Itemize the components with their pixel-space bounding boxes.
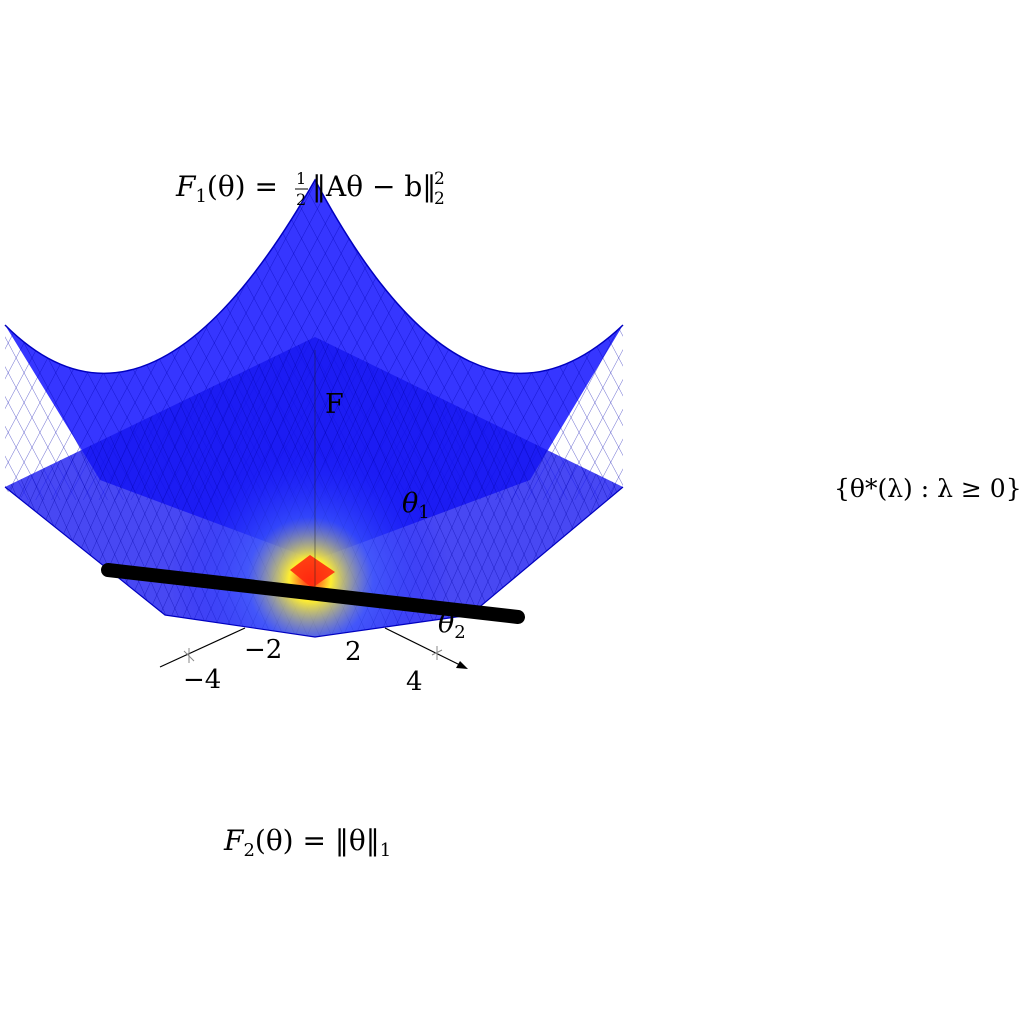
tick-label-neg2: −2 [244, 635, 282, 665]
tick-label-4: 4 [406, 667, 423, 697]
f1-formula: F1(θ) = [175, 170, 278, 207]
tick-label-2: 2 [345, 637, 362, 667]
tick-label-neg4: −4 [183, 665, 221, 695]
f1-formula-sub: 2 [434, 189, 445, 209]
vertical-axis-label: F [325, 389, 344, 420]
f2-formula: F2(θ) = ‖θ‖1 [223, 824, 391, 861]
path-set-label: {θ*(λ) : λ ≥ 0} [834, 474, 1022, 503]
f1-formula-body: ‖Aθ − b‖ [312, 170, 436, 203]
f1-fraction-denominator: 2 [296, 190, 306, 209]
f1-formula-sup: 2 [434, 169, 445, 189]
f1-fraction-numerator: 1 [296, 169, 306, 188]
theta1-axis [160, 628, 245, 667]
theta2-arrow-icon [456, 661, 468, 669]
